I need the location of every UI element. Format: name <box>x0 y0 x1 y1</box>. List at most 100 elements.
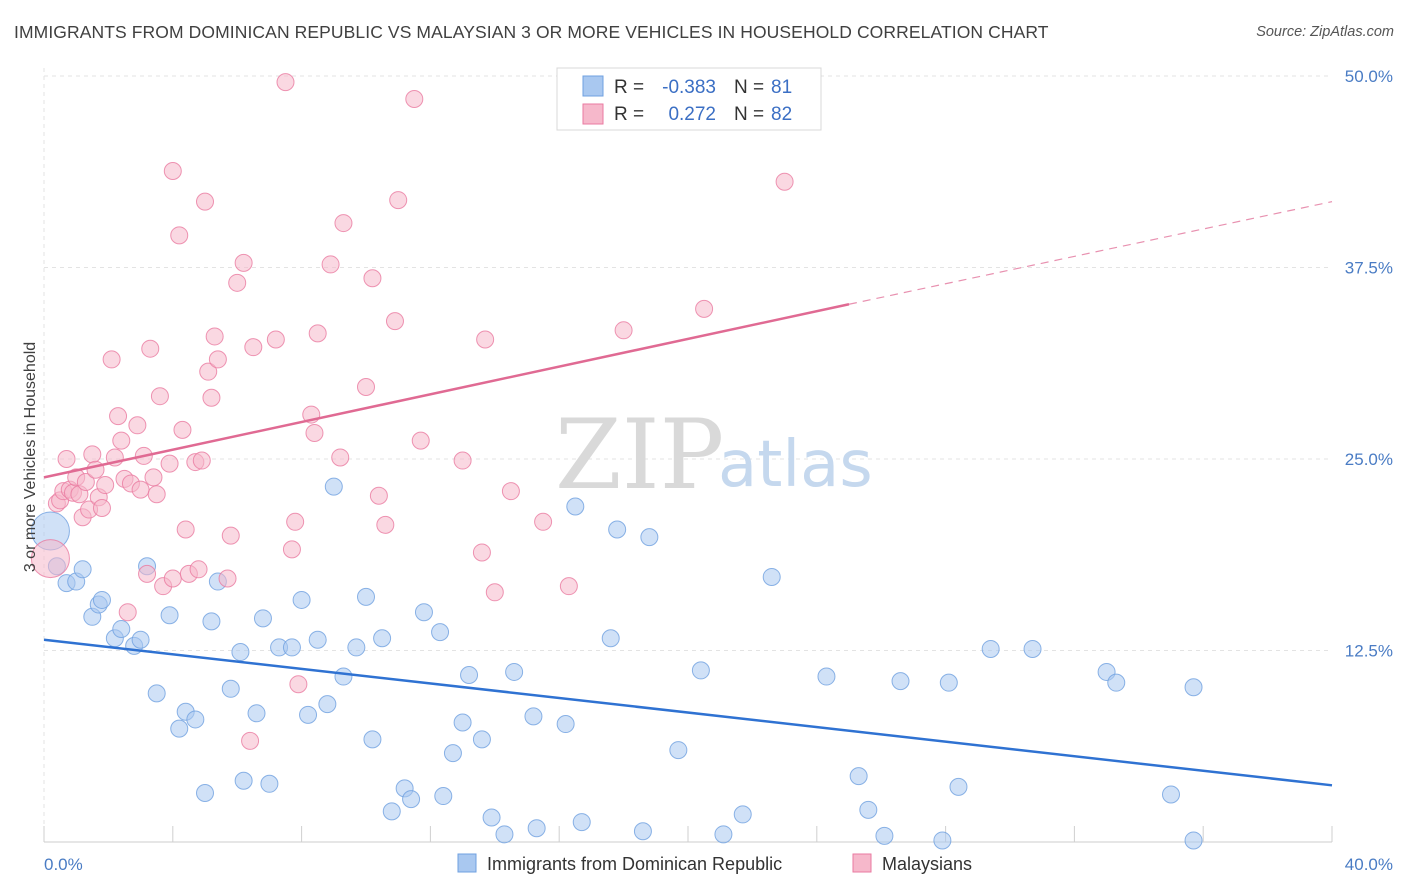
dominican-point <box>292 590 311 609</box>
dominican-point <box>572 813 591 832</box>
x-axis-ticks <box>43 826 1333 842</box>
malaysian-point <box>57 450 76 468</box>
dominican-point <box>601 629 620 648</box>
dominican-point <box>382 802 401 821</box>
malaysian-point <box>376 515 395 534</box>
dominican-point <box>221 679 240 698</box>
y-tick-label: 50.0% <box>1345 67 1393 86</box>
malaysian-point <box>282 540 301 559</box>
malaysian-point <box>163 161 182 180</box>
legend-r-label-1: R = <box>614 77 644 98</box>
malaysian-point <box>218 569 237 588</box>
y-axis-tick-labels: 12.5% 25.0% 37.5% 50.0% <box>1345 67 1393 661</box>
dominican-point <box>247 704 266 723</box>
dominican-point <box>817 667 836 686</box>
dominican-point <box>1162 785 1180 804</box>
malaysian-point <box>501 482 520 501</box>
dominican-point <box>939 673 958 692</box>
malaysian-point <box>244 338 263 357</box>
dominican-point <box>231 643 250 662</box>
malaysian-point <box>559 577 578 596</box>
malaysian-point <box>176 520 195 539</box>
malaysian-point <box>160 454 179 473</box>
malaysian-point <box>221 526 240 545</box>
dominican-point <box>556 715 575 734</box>
dominican-point <box>347 638 366 657</box>
malaysian-point <box>150 387 169 406</box>
malaysian-point <box>305 423 324 442</box>
dominican-point <box>1107 673 1126 692</box>
bottom-legend-label-dominican: Immigrants from Dominican Republic <box>487 854 782 874</box>
malaysian-trend-extension <box>848 201 1333 305</box>
malaysian-point <box>189 560 208 579</box>
dominican-point <box>434 787 453 806</box>
dominican-point <box>482 808 501 827</box>
malaysian-point <box>196 192 214 211</box>
malaysian-point <box>331 448 350 467</box>
malaysian-point <box>96 476 115 495</box>
dominican-point <box>92 590 111 609</box>
legend-swatch-dominican <box>582 75 604 97</box>
legend-n-label-1: N = <box>734 77 764 98</box>
dominican-point <box>299 705 318 724</box>
malaysian-point <box>476 330 495 349</box>
dominican-point <box>147 684 166 703</box>
malaysian-point <box>453 451 472 470</box>
stats-legend: R = -0.383 N = 81 R = 0.272 N = 82 <box>556 67 822 131</box>
legend-r-value-1: -0.383 <box>662 77 716 98</box>
dominican-point <box>324 477 343 496</box>
malaysian-point <box>411 431 430 450</box>
chart-title: IMMIGRANTS FROM DOMINICAN REPUBLIC VS MA… <box>14 22 1049 42</box>
malaysian-point <box>83 445 102 464</box>
dominican-point <box>112 620 131 639</box>
malaysian-point <box>102 350 121 369</box>
dominican-point <box>363 730 382 749</box>
malaysian-point <box>321 255 340 274</box>
dominican-point <box>373 629 392 648</box>
watermark-zip: ZIP <box>555 399 724 511</box>
malaysian-point <box>266 330 285 349</box>
malaysian-point <box>205 327 224 346</box>
dominican-point <box>505 662 524 681</box>
dominican-point <box>981 639 1000 658</box>
malaysian-point <box>276 73 295 92</box>
series-malaysian-points <box>30 73 794 750</box>
bottom-legend: Immigrants from Dominican Republic Malay… <box>457 853 972 874</box>
y-tick-label: 25.0% <box>1345 450 1393 469</box>
malaysian-point <box>208 350 227 369</box>
malaysian-point <box>369 486 388 505</box>
dominican-point <box>1184 831 1203 850</box>
dominican-point <box>1023 639 1042 658</box>
series-dominican-points <box>30 477 1203 850</box>
malaysian-point <box>334 214 353 233</box>
bottom-legend-label-malaysian: Malaysians <box>882 854 972 874</box>
dominican-point <box>849 767 868 786</box>
dominican-point <box>308 630 327 649</box>
malaysian-point <box>109 407 128 426</box>
dominican-point <box>859 800 878 819</box>
dominican-point <box>431 623 450 642</box>
dominican-point <box>566 497 585 516</box>
malaysian-point <box>192 451 211 470</box>
dominican-point <box>495 825 514 844</box>
dominican-point <box>527 819 546 838</box>
dominican-trend-line <box>43 638 1333 787</box>
dominican-point <box>714 825 733 844</box>
malaysian-point <box>472 543 491 562</box>
malaysian-point <box>308 324 327 343</box>
dominican-point <box>633 822 652 841</box>
malaysian-point <box>695 299 714 318</box>
malaysian-point <box>112 431 131 450</box>
malaysian-point <box>138 564 157 583</box>
malaysian-point <box>385 312 404 331</box>
trend-lines <box>43 201 1333 787</box>
dominican-point <box>260 774 279 793</box>
dominican-point <box>253 609 272 628</box>
malaysian-point <box>289 675 308 694</box>
malaysian-point <box>199 362 218 381</box>
dominican-point <box>160 606 179 625</box>
malaysian-point <box>131 480 150 499</box>
x-tick-label-max: 40.0% <box>1345 855 1393 874</box>
malaysian-point <box>147 485 166 504</box>
